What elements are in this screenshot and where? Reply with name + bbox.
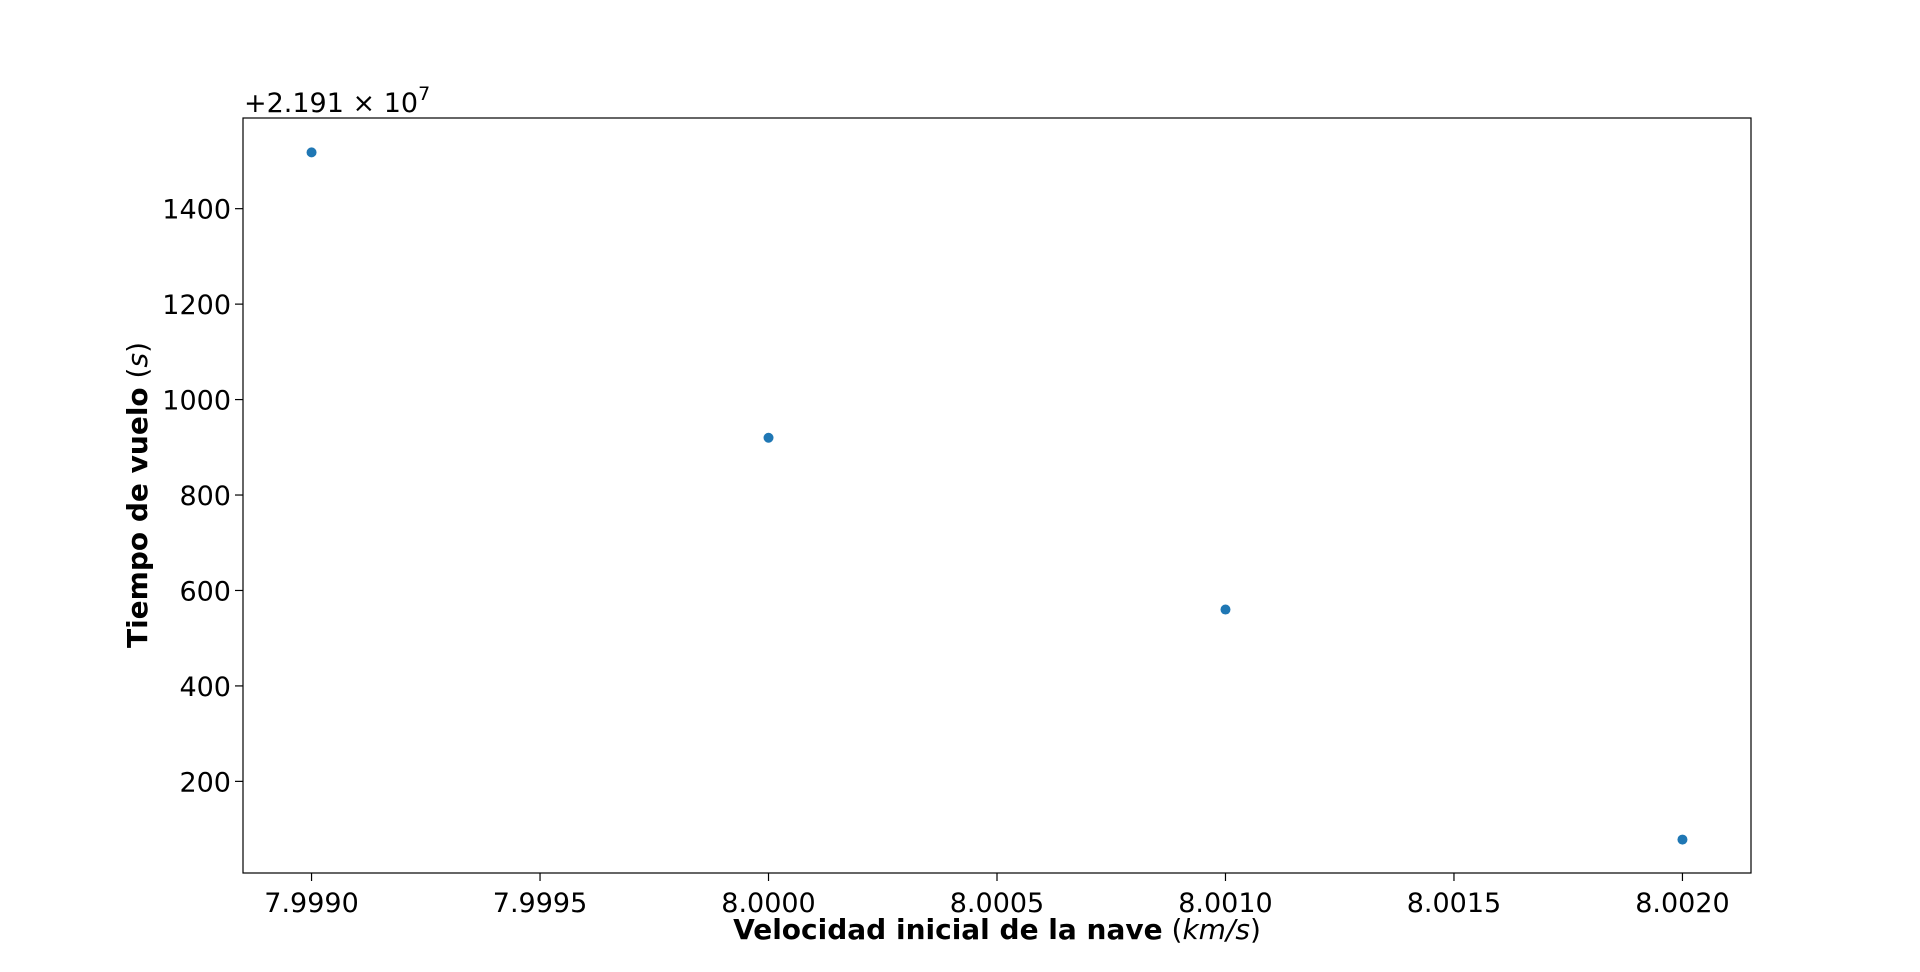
y-tick-label: 800 bbox=[179, 481, 231, 512]
x-tick-label: 7.9995 bbox=[493, 888, 587, 919]
plot-area-frame bbox=[242, 117, 1752, 874]
y-tick-label: 200 bbox=[179, 767, 231, 798]
x-tick-label: 8.0005 bbox=[950, 888, 1044, 919]
y-tick-label: 1200 bbox=[162, 290, 231, 321]
x-tick-label: 8.0015 bbox=[1407, 888, 1501, 919]
x-tick-label: 7.9990 bbox=[264, 888, 358, 919]
y-axis: 200 400 600 800 1000 1200 1400 bbox=[162, 195, 243, 798]
y-tick-label: 600 bbox=[179, 576, 231, 607]
y-offset-text: +2.191 × 107 bbox=[244, 83, 430, 119]
data-point bbox=[1677, 834, 1688, 845]
x-tick-label: 8.0010 bbox=[1178, 888, 1272, 919]
data-point bbox=[1220, 604, 1231, 615]
data-points bbox=[306, 147, 1688, 845]
data-point bbox=[763, 432, 774, 443]
x-tick-label: 8.0000 bbox=[721, 888, 815, 919]
y-tick-label: 400 bbox=[179, 672, 231, 703]
x-tick-label: 8.0020 bbox=[1635, 888, 1729, 919]
data-point bbox=[306, 147, 317, 158]
x-axis-title: Velocidad inicial de la nave (km/s) bbox=[733, 913, 1261, 946]
y-tick-label: 1000 bbox=[162, 386, 231, 417]
x-axis: 7.9990 7.9995 8.0000 8.0005 8.0010 8.0015 8.00… bbox=[264, 873, 1730, 919]
y-tick-label: 1400 bbox=[162, 195, 231, 226]
y-axis-title: Tiempo de vuelo (s) bbox=[121, 342, 154, 648]
